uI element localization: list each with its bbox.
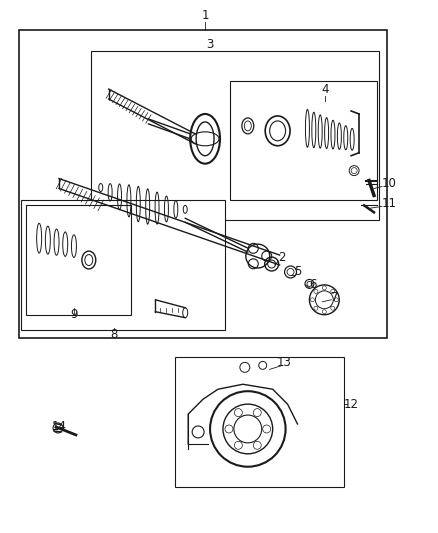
Text: 4: 4 xyxy=(321,83,329,95)
Text: 8: 8 xyxy=(110,328,117,341)
Text: 5: 5 xyxy=(294,265,301,278)
Text: 10: 10 xyxy=(381,177,396,190)
Text: 6: 6 xyxy=(309,278,316,292)
Text: 13: 13 xyxy=(277,356,292,369)
Bar xyxy=(230,81,377,200)
Text: 11: 11 xyxy=(381,197,396,210)
Text: 9: 9 xyxy=(70,308,78,321)
Text: 14: 14 xyxy=(52,421,67,433)
Text: 2: 2 xyxy=(278,251,285,263)
Bar xyxy=(21,200,225,329)
Bar xyxy=(26,205,131,314)
Text: 7: 7 xyxy=(331,292,338,304)
Text: 12: 12 xyxy=(344,398,359,410)
Bar xyxy=(91,51,379,220)
Text: 1: 1 xyxy=(201,9,209,22)
Bar xyxy=(19,29,387,337)
Bar xyxy=(175,358,344,487)
Text: 3: 3 xyxy=(206,38,214,51)
